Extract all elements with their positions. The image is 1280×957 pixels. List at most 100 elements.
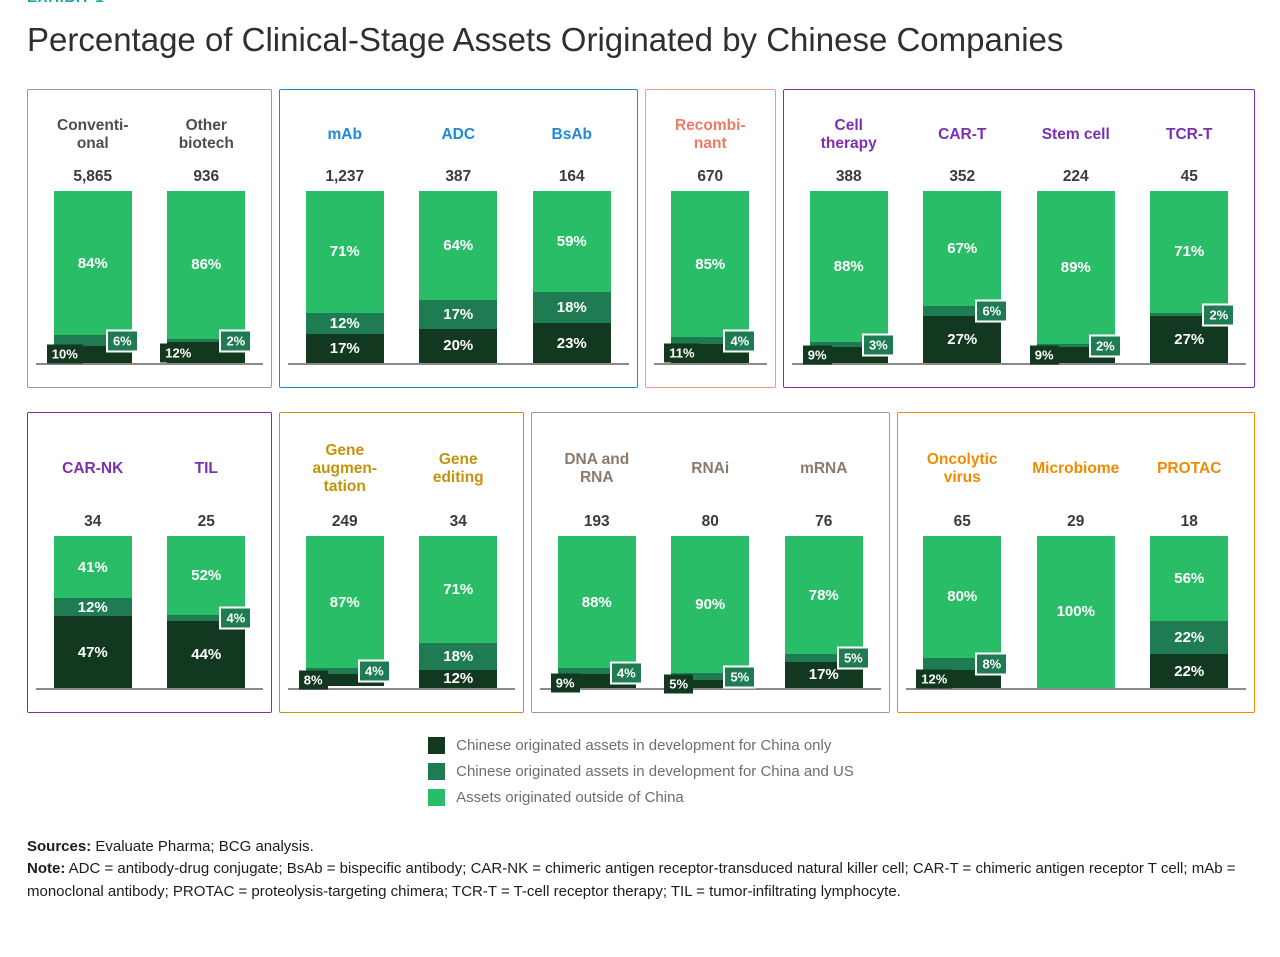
segment-value: 71% bbox=[443, 580, 474, 598]
stacked-bar: 87% 4% 8% bbox=[298, 535, 391, 690]
bar-total: 352 bbox=[949, 167, 976, 185]
segment-value-chip: 4% bbox=[723, 329, 757, 353]
bar-total: 224 bbox=[1062, 167, 1089, 185]
legend: Chinese originated assets in development… bbox=[428, 736, 854, 806]
segment-value: 100% bbox=[1056, 603, 1095, 621]
category-label: Stem cell bbox=[1041, 125, 1110, 143]
stacked-bar: 52% 44% 4% bbox=[167, 535, 253, 688]
segment-china_only: 17% bbox=[305, 333, 384, 363]
group-bars: 670 85% 4% 11% bbox=[653, 167, 767, 365]
stacked-bar: 56% 22% 22% bbox=[1150, 535, 1229, 688]
group-headers: Conventi- onal Other biotech bbox=[36, 102, 263, 168]
group-oncolytic-microbiome-protac: Oncolytic virus Microbiome PROTAC 65 80% 8% 12… bbox=[896, 411, 1255, 713]
bar-column: 387 64% 17% 20% bbox=[402, 168, 516, 363]
segment-value: 52% bbox=[191, 566, 222, 584]
bar-total: 5,865 bbox=[73, 167, 113, 185]
segment-china_and_us bbox=[784, 654, 863, 663]
outside-swatch bbox=[428, 788, 446, 806]
stacked-bar: 89% 2% 9% bbox=[1029, 190, 1122, 365]
segment-china_and_us bbox=[671, 337, 750, 344]
category-label: CAR-T bbox=[938, 125, 987, 143]
group-headers: DNA and RNA RNAi mRNA bbox=[540, 425, 881, 513]
category-label: TCR-T bbox=[1166, 125, 1213, 143]
bar-total: 76 bbox=[815, 512, 833, 530]
bar-total: 45 bbox=[1180, 167, 1198, 185]
segment-value-chip: 5% bbox=[664, 674, 694, 694]
group-bars: 65 80% 8% 12% 29 100% 18 56% 22% 22% bbox=[905, 512, 1246, 690]
segment-value: 12% bbox=[443, 670, 474, 688]
segment-value: 84% bbox=[77, 254, 108, 272]
group-headers: CAR-NK TIL bbox=[36, 425, 263, 513]
segment-value: 18% bbox=[443, 647, 474, 665]
segment-outside: 59% bbox=[532, 190, 611, 293]
bar-column: 224 89% 2% 9% bbox=[1019, 167, 1133, 365]
bar-total: 670 bbox=[697, 167, 724, 185]
segment-value-chip: 8% bbox=[975, 652, 1009, 676]
segment-value-chip: 5% bbox=[836, 646, 870, 670]
segment-outside: 41% bbox=[53, 535, 132, 599]
category-label: Cell therapy bbox=[820, 116, 877, 152]
segment-value: 59% bbox=[556, 233, 587, 251]
group-cell-therapy: Cell therapy CAR-T Stem cell TCR-T 388 88% 3% 9… bbox=[783, 88, 1255, 388]
stacked-bar: 71% 18% 12% bbox=[419, 535, 498, 688]
segment-value: 17% bbox=[443, 305, 474, 323]
segment-china_and_us: 18% bbox=[532, 292, 611, 324]
group-bars: 1,237 71% 12% 17% 387 64% 17% 20% 164 59% 18% 23% bbox=[288, 168, 629, 365]
group-gene: Gene augmen- tation Gene editing 249 87% 4% 8… bbox=[279, 411, 524, 713]
bar-column: 76 78% 17% 5% bbox=[767, 513, 881, 688]
segment-outside: 87% bbox=[305, 535, 384, 669]
segment-value-chip: 8% bbox=[298, 670, 328, 690]
segment-china_and_us bbox=[53, 335, 132, 346]
segment-china_and_us bbox=[1036, 344, 1115, 348]
segment-value: 27% bbox=[1174, 331, 1205, 349]
bar-column: 25 52% 44% 4% bbox=[150, 513, 264, 688]
segment-value: 64% bbox=[443, 236, 474, 254]
bar-column: 936 86% 2% 12% bbox=[150, 168, 264, 363]
segment-china_and_us: 22% bbox=[1150, 621, 1229, 655]
bar-column: 34 41% 12% 47% bbox=[36, 513, 150, 688]
bar-total: 387 bbox=[445, 167, 472, 185]
group-car-nk-til: CAR-NK TIL 34 41% 12% 47% 25 52% 44% 4% bbox=[27, 411, 272, 713]
category-label: mRNA bbox=[800, 459, 848, 477]
note-label: Note: bbox=[27, 860, 66, 878]
segment-outside: 89% bbox=[1036, 190, 1115, 345]
group-bars: 249 87% 4% 8% 34 71% 18% 12% bbox=[288, 513, 515, 690]
bar-total: 164 bbox=[558, 167, 585, 185]
segment-value: 86% bbox=[191, 256, 222, 274]
segment-value-chip: 6% bbox=[975, 299, 1009, 323]
segment-value: 71% bbox=[1174, 243, 1205, 261]
segment-china_and_us bbox=[809, 342, 888, 348]
category-label: Other biotech bbox=[178, 116, 234, 152]
segment-value-chip: 4% bbox=[357, 659, 391, 683]
segment-china_only: 22% bbox=[1150, 654, 1229, 688]
category-label: RNAi bbox=[691, 459, 730, 477]
sources-line: Sources: Evaluate Pharma; BCG analysis. bbox=[27, 836, 1255, 859]
group-headers: Gene augmen- tation Gene editing bbox=[288, 425, 515, 513]
segment-china_only: 12% bbox=[419, 669, 498, 688]
segment-value-chip: 9% bbox=[802, 345, 832, 365]
bar-column: 388 88% 3% 9% bbox=[792, 167, 906, 365]
segment-value-chip: 9% bbox=[550, 673, 580, 693]
china_only-swatch bbox=[428, 736, 446, 754]
segment-value: 44% bbox=[191, 645, 222, 663]
segment-china_and_us: 17% bbox=[419, 299, 498, 329]
segment-outside: 71% bbox=[305, 190, 384, 314]
segment-china_only: 47% bbox=[53, 616, 132, 688]
segment-value: 22% bbox=[1174, 629, 1205, 647]
segment-china_and_us bbox=[167, 338, 246, 343]
page-title: Percentage of Clinical-Stage Assets Orig… bbox=[27, 21, 1064, 58]
segment-value: 23% bbox=[556, 334, 587, 352]
segment-outside: 80% bbox=[923, 535, 1002, 658]
bar-column: 352 67% 27% 6% bbox=[906, 168, 1020, 363]
sources-label: Sources: bbox=[27, 837, 92, 855]
bar-column: 45 71% 27% 2% bbox=[1133, 168, 1247, 363]
bar-total: 29 bbox=[1067, 512, 1085, 530]
segment-value: 22% bbox=[1174, 662, 1205, 680]
segment-outside: 88% bbox=[557, 535, 636, 669]
segment-value: 12% bbox=[77, 598, 108, 616]
chart-rows: Conventi- onal Other biotech 5,865 84% 6% 10%… bbox=[27, 88, 1255, 713]
stacked-bar: 85% 4% 11% bbox=[664, 190, 757, 363]
bar-total: 388 bbox=[835, 167, 862, 185]
segment-value-chip: 9% bbox=[1029, 345, 1059, 365]
group-headers: Oncolytic virus Microbiome PROTAC bbox=[906, 425, 1247, 513]
